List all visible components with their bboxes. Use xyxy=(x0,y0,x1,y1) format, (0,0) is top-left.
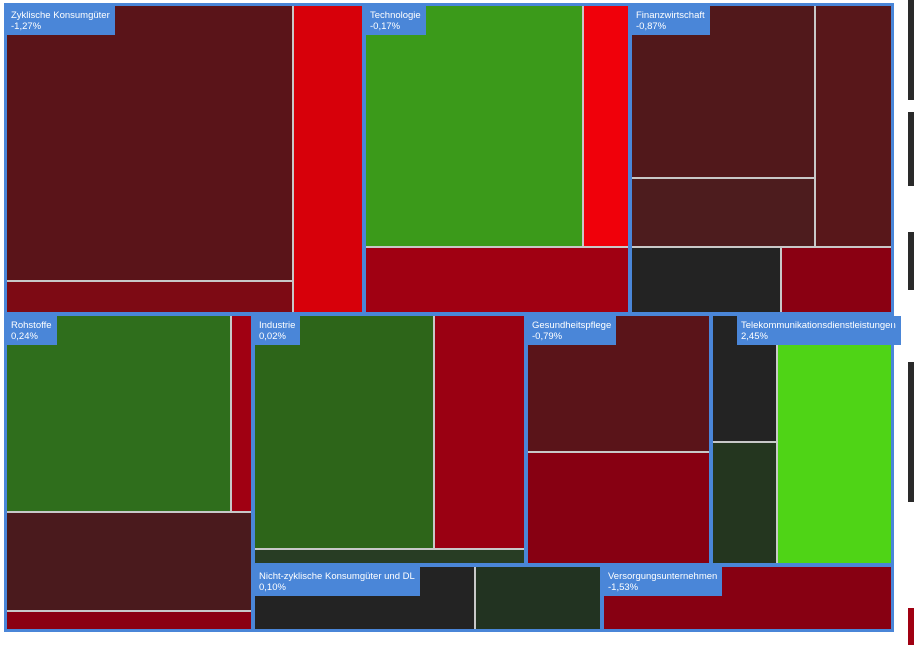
rohstoffe-tile[interactable] xyxy=(5,512,253,611)
finanzwirtschaft-tile[interactable] xyxy=(630,247,781,314)
panel-thumbnail xyxy=(908,232,914,290)
sector-name: Nicht-zyklische Konsumgüter und DL xyxy=(259,571,415,582)
versorgungsunternehmen-label[interactable]: Versorgungsunternehmen -1,53% xyxy=(604,567,723,596)
sector-name: Zyklische Konsumgüter xyxy=(11,10,110,21)
industrie-tile[interactable] xyxy=(434,314,526,549)
sector-change: -1,53% xyxy=(608,582,639,593)
zyklische-konsumgueter-tile[interactable] xyxy=(293,4,364,314)
finanzwirtschaft-tile[interactable] xyxy=(781,247,893,314)
sector-change: -0,79% xyxy=(532,331,563,342)
rohstoffe-label[interactable]: Rohstoffe 0,24% xyxy=(7,316,57,345)
telekommunikationsdienstleistungen-tile[interactable] xyxy=(777,314,893,565)
zyklische-konsumgueter-tile[interactable] xyxy=(5,4,293,281)
sector-change: -1,27% xyxy=(11,21,42,32)
industrie-tile[interactable] xyxy=(253,549,526,565)
telekommunikationsdienstleistungen-label[interactable]: Telekommunikationsdienstleistungen 2,45% xyxy=(737,316,901,345)
technologie-tile[interactable] xyxy=(364,247,630,314)
sector-change: 0,10% xyxy=(259,582,286,593)
rohstoffe-tile[interactable] xyxy=(231,314,253,512)
finanzwirtschaft-tile[interactable] xyxy=(815,4,893,247)
technologie-label[interactable]: Technologie -0,17% xyxy=(366,6,426,35)
zyklische-konsumgueter-tile[interactable] xyxy=(5,281,293,314)
industrie-label[interactable]: Industrie 0,02% xyxy=(255,316,301,345)
finanzwirtschaft-tile[interactable] xyxy=(630,178,815,247)
panel-thumbnail xyxy=(908,362,914,502)
sector-name: Finanzwirtschaft xyxy=(636,10,705,21)
gesundheitspflege-tile[interactable] xyxy=(526,452,711,565)
sector-name: Technologie xyxy=(370,10,421,21)
technologie-tile[interactable] xyxy=(364,4,583,247)
sector-name: Industrie xyxy=(259,320,296,331)
sector-change: -0,17% xyxy=(370,21,401,32)
sector-name: Telekommunikationsdienstleistungen xyxy=(741,320,896,331)
right-edge-panel xyxy=(908,0,914,645)
sector-change: -0,87% xyxy=(636,21,667,32)
zyklische-konsumgueter-label[interactable]: Zyklische Konsumgüter -1,27% xyxy=(7,6,115,35)
sector-name: Gesundheitspflege xyxy=(532,320,612,331)
sector-change: 0,24% xyxy=(11,331,38,342)
nicht-zyklische-konsumgueter-und-dl-tile[interactable] xyxy=(475,565,602,631)
sector-name: Rohstoffe xyxy=(11,320,52,331)
panel-thumbnail xyxy=(908,608,914,645)
technologie-tile[interactable] xyxy=(583,4,630,247)
gesundheitspflege-label[interactable]: Gesundheitspflege -0,79% xyxy=(528,316,617,345)
sector-change: 2,45% xyxy=(741,331,768,342)
sector-change: 0,02% xyxy=(259,331,286,342)
telekommunikationsdienstleistungen-tile[interactable] xyxy=(711,442,777,565)
sector-name: Versorgungsunternehmen xyxy=(608,571,718,582)
nicht-zyklische-konsumgueter-und-dl-label[interactable]: Nicht-zyklische Konsumgüter und DL 0,10% xyxy=(255,567,420,596)
industrie-tile[interactable] xyxy=(253,314,434,549)
panel-thumbnail xyxy=(908,0,914,100)
finanzwirtschaft-label[interactable]: Finanzwirtschaft -0,87% xyxy=(632,6,710,35)
rohstoffe-tile[interactable] xyxy=(5,611,253,631)
panel-thumbnail xyxy=(908,112,914,186)
